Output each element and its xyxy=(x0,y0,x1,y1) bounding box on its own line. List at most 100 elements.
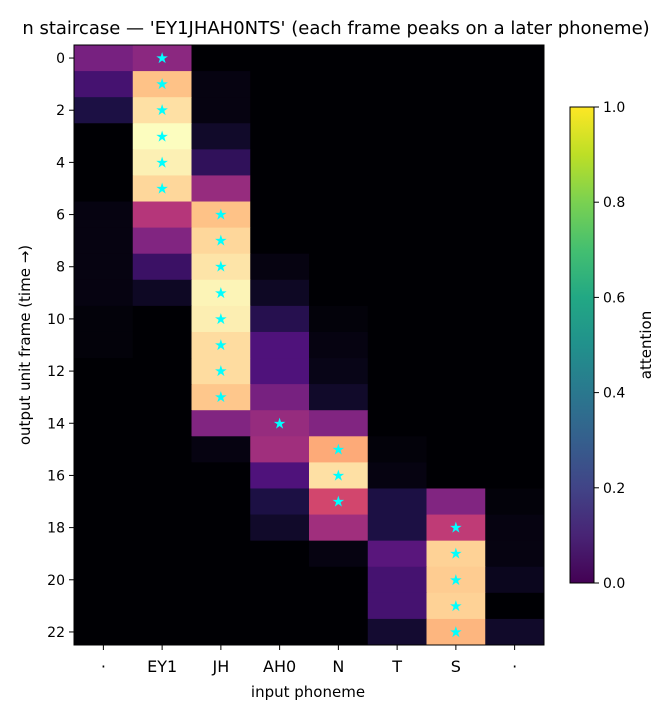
heatmap-cell xyxy=(309,384,369,411)
peak-marker-icon: ★ xyxy=(332,466,345,484)
heatmap-cell xyxy=(74,358,134,385)
heatmap-cell xyxy=(485,618,545,646)
heatmap-cell xyxy=(132,149,192,176)
heatmap-cell xyxy=(132,71,192,98)
y-tick-label: 20 xyxy=(47,573,65,589)
heatmap-cell xyxy=(309,71,369,98)
heatmap-cell xyxy=(132,618,192,646)
heatmap-cell xyxy=(485,462,545,489)
heatmap-cell xyxy=(485,97,545,124)
heatmap-cell xyxy=(309,279,369,307)
heatmap-cell xyxy=(367,514,427,542)
heatmap-cell xyxy=(250,358,310,385)
heatmap-cell xyxy=(74,71,134,98)
heatmap-cell xyxy=(250,45,310,72)
heatmap-cell xyxy=(485,71,545,98)
heatmap-cell xyxy=(74,123,134,150)
heatmap-cell xyxy=(309,618,369,646)
heatmap-cell xyxy=(367,253,427,281)
heatmap-cell xyxy=(367,123,427,150)
heatmap-cell xyxy=(485,358,545,385)
heatmap-cell xyxy=(191,305,251,333)
heatmap-cell xyxy=(250,566,310,594)
x-tick-label: S xyxy=(451,657,461,676)
heatmap-cell xyxy=(250,175,310,203)
heatmap-cell xyxy=(250,227,310,255)
heatmap-cell xyxy=(426,253,486,281)
heatmap-cell xyxy=(309,566,369,594)
heatmap-cell xyxy=(367,410,427,437)
heatmap-cell xyxy=(367,488,427,516)
y-tick-label: 16 xyxy=(47,468,65,484)
heatmap-cell xyxy=(367,462,427,489)
heatmap-cell xyxy=(426,305,486,333)
peak-marker-icon: ★ xyxy=(449,597,462,615)
heatmap-cell xyxy=(74,384,134,411)
heatmap-cell xyxy=(74,410,134,437)
heatmap-cell xyxy=(485,331,545,359)
heatmap-cell xyxy=(191,488,251,516)
peak-marker-icon: ★ xyxy=(214,206,227,224)
heatmap-cell xyxy=(132,97,192,124)
heatmap-cell xyxy=(250,279,310,307)
heatmap-cell xyxy=(367,331,427,359)
heatmap-cell xyxy=(426,514,486,542)
heatmap-cell xyxy=(485,253,545,281)
heatmap-cell xyxy=(426,123,486,150)
heatmap-cell xyxy=(485,436,545,463)
heatmap-cell xyxy=(367,201,427,229)
heatmap-cell xyxy=(191,540,251,568)
colorbar-gradient xyxy=(569,106,595,584)
colorbar-ticks: 0.0 0.2 0.4 0.6 0.8 1.0 xyxy=(594,100,625,592)
heatmap-cell xyxy=(250,305,310,333)
heatmap-cell xyxy=(74,540,134,568)
heatmap-cell xyxy=(485,566,545,594)
heatmap-cell xyxy=(191,592,251,620)
heatmap-cell xyxy=(426,331,486,359)
heatmap-cell xyxy=(485,410,545,437)
heatmap-cell xyxy=(426,149,486,176)
peak-marker-icon: ★ xyxy=(273,414,286,432)
y-tick-label: 2 xyxy=(56,103,65,119)
heatmap-cell xyxy=(132,384,192,411)
colorbar-tick-label: 0.6 xyxy=(603,290,625,306)
heatmap-cell xyxy=(191,123,251,150)
heatmap-cell xyxy=(309,175,369,203)
heatmap-cell xyxy=(74,149,134,176)
heatmap-cell xyxy=(250,488,310,516)
heatmap-cell xyxy=(367,71,427,98)
y-axis-ticks: 0 2 4 6 8 10 12 14 16 18 20 22 xyxy=(47,51,74,641)
heatmap-cell xyxy=(426,462,486,489)
heatmap-cell xyxy=(191,253,251,281)
heatmap-cell xyxy=(132,488,192,516)
peak-marker-icon: ★ xyxy=(155,101,168,119)
peak-marker-icon: ★ xyxy=(214,284,227,302)
heatmap-cell xyxy=(191,618,251,646)
heatmap-cell xyxy=(191,227,251,255)
colorbar-tick-label: 0.4 xyxy=(603,386,625,402)
heatmap-cell xyxy=(191,149,251,176)
peak-marker-icon: ★ xyxy=(155,127,168,145)
peak-marker-icon: ★ xyxy=(214,310,227,328)
heatmap-cell xyxy=(485,175,545,203)
heatmap-cell xyxy=(74,592,134,620)
heatmap-cell xyxy=(426,175,486,203)
heatmap-cell xyxy=(250,331,310,359)
heatmap-cell xyxy=(367,227,427,255)
heatmap-cell xyxy=(191,436,251,463)
heatmap-cell xyxy=(132,227,192,255)
peak-marker-icon: ★ xyxy=(155,75,168,93)
heatmap-cell xyxy=(426,410,486,437)
y-tick-label: 22 xyxy=(47,625,65,641)
heatmap-cell xyxy=(485,227,545,255)
x-tick-label: JH xyxy=(212,657,230,676)
heatmap-cell xyxy=(250,540,310,568)
x-axis-ticks: · EY1 JH AH0 N T S · xyxy=(101,645,517,676)
peak-marker-icon: ★ xyxy=(332,440,345,458)
heatmap-cell xyxy=(309,592,369,620)
heatmap-cell xyxy=(485,279,545,307)
heatmap-cell xyxy=(367,305,427,333)
heatmap-cell xyxy=(132,592,192,620)
heatmap-cell xyxy=(74,331,134,359)
heatmap-cell xyxy=(132,175,192,203)
